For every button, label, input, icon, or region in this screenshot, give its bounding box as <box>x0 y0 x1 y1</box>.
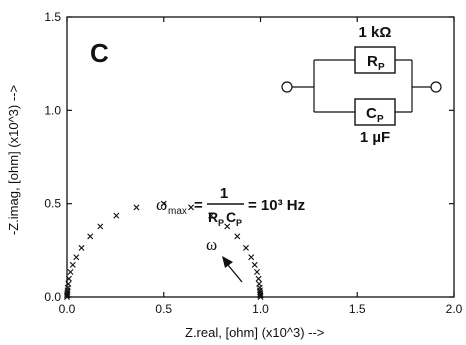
resistor-label: R <box>367 53 378 70</box>
omega-arrow-head-icon <box>222 256 233 268</box>
resistor-value: 1 kΩ <box>359 24 392 41</box>
right-terminal-icon <box>430 81 442 93</box>
x-tick-label: 1.5 <box>349 302 366 316</box>
x-axis-label: Z.real, [ohm] (x10^3) --> <box>185 325 324 340</box>
data-point-x-marker <box>234 233 241 240</box>
capacitor-label: C <box>366 105 377 122</box>
data-point-x-marker <box>133 204 140 211</box>
x-tick-label: 2.0 <box>446 302 463 316</box>
data-point-x-marker <box>256 280 263 287</box>
y-axis-label: -Z.imag, [ohm] (x10^3) --> <box>6 85 21 235</box>
data-point-x-marker <box>87 233 94 240</box>
capacitor-box <box>354 98 396 126</box>
denominator-r-subscript: P <box>218 218 224 228</box>
data-point-x-marker <box>64 294 70 300</box>
data-point-x-marker <box>78 244 85 251</box>
resistor-subscript: P <box>378 62 385 73</box>
data-point-x-marker <box>224 223 231 230</box>
y-tick-label: 0.5 <box>44 197 61 211</box>
data-point-x-marker <box>73 254 80 261</box>
panel-label: C <box>90 38 109 68</box>
omega-max-equation: ω max = 1 R P C P = 10³ Hz <box>156 185 305 228</box>
equation-numerator: 1 <box>220 185 228 202</box>
equation-equals: = <box>194 197 203 214</box>
omega-max-symbol: ω <box>156 195 167 214</box>
x-tick-label: 0.5 <box>155 302 172 316</box>
rc-circuit: 1 kΩ R P C P 1 µF <box>281 24 442 146</box>
data-point-x-marker <box>113 212 120 219</box>
denominator-c: C <box>226 209 236 225</box>
x-tick-label: 1.0 <box>252 302 269 316</box>
data-point-x-marker <box>97 223 104 230</box>
omega-arrow: ω <box>206 235 243 283</box>
data-point-x-marker <box>248 254 255 261</box>
data-series <box>64 200 264 300</box>
resistor-box <box>354 46 396 74</box>
data-point-x-marker <box>251 261 258 268</box>
data-point-x-marker <box>257 289 264 296</box>
y-tick-label: 0.0 <box>44 290 61 304</box>
y-tick-label: 1.0 <box>44 103 61 117</box>
data-point-x-marker <box>64 292 70 299</box>
capacitor-value: 1 µF <box>360 129 390 146</box>
data-point-x-marker <box>67 268 74 275</box>
plot-frame <box>66 16 455 298</box>
capacitor-subscript: P <box>377 114 384 125</box>
data-point-x-marker <box>160 200 167 207</box>
omega-arrow-label: ω <box>206 235 217 254</box>
data-point-x-marker <box>255 275 262 282</box>
data-point-x-marker <box>242 244 249 251</box>
data-point-x-marker <box>254 268 261 275</box>
x-tick-label: 0.0 <box>59 302 76 316</box>
data-point-x-marker <box>188 204 195 211</box>
omega-max-subscript: max <box>168 206 187 217</box>
data-point-x-marker <box>65 275 72 282</box>
data-point-x-marker <box>69 261 76 268</box>
equation-result: = 10³ Hz <box>248 197 305 214</box>
denominator-c-subscript: P <box>236 218 242 228</box>
data-point-x-marker <box>208 212 215 219</box>
y-tick-label: 1.5 <box>44 10 61 24</box>
denominator-r: R <box>208 209 218 225</box>
omega-arrow-shaft <box>227 264 243 283</box>
left-terminal-icon <box>281 81 293 93</box>
axis-ticks: 0.0 0.5 1.0 1.5 2.0 0.0 0.5 1.0 1.5 <box>44 10 462 316</box>
